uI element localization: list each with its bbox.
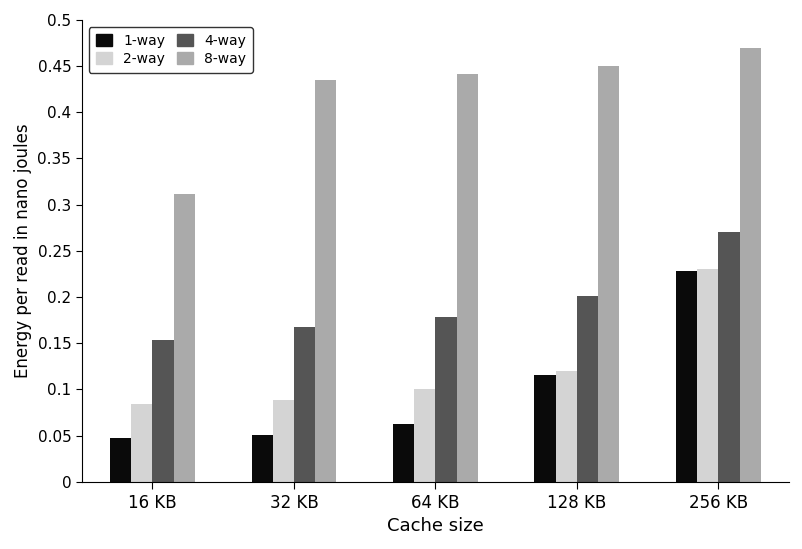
Bar [392,424,414,482]
Y-axis label: Energy per read in nano joules: Energy per read in nano joules [14,124,32,378]
Bar [294,328,314,482]
Bar [173,194,195,482]
Bar [456,74,477,482]
Bar [576,296,597,482]
Bar [597,66,618,482]
Bar [131,404,152,482]
Bar [414,389,435,482]
Bar [675,271,696,482]
Bar [251,435,273,482]
Bar [273,400,294,482]
Bar [718,232,739,482]
Bar [534,374,555,482]
Bar [739,48,759,482]
Bar [110,438,131,482]
X-axis label: Cache size: Cache size [387,517,483,535]
Bar [314,80,336,482]
Bar [435,317,456,482]
Bar [555,371,576,482]
Bar [152,340,173,482]
Legend: 1-way, 2-way, 4-way, 8-way: 1-way, 2-way, 4-way, 8-way [88,27,253,73]
Bar [696,270,718,482]
